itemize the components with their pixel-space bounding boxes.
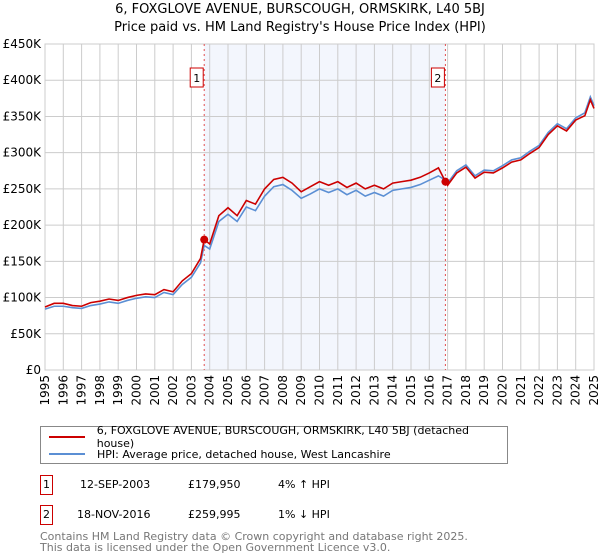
y-tick-label: £150K — [3, 254, 43, 268]
x-tick-label: 2008 — [276, 375, 290, 406]
x-tick-label: 2002 — [166, 375, 180, 406]
x-tick-label: 2001 — [148, 375, 162, 406]
x-tick-label: 2015 — [404, 375, 418, 406]
x-tick-label: 2005 — [221, 375, 235, 406]
x-tick-label: 1996 — [56, 375, 70, 406]
sale-point — [200, 235, 209, 244]
transaction-badge: 1 — [40, 475, 53, 495]
sale-label: 2 — [434, 72, 441, 85]
y-tick-label: £450K — [3, 37, 43, 51]
chart-title: 6, FOXGLOVE AVENUE, BURSCOUGH, ORMSKIRK,… — [115, 2, 485, 17]
y-tick-label: £100K — [3, 291, 43, 305]
y-tick-label: £200K — [3, 218, 43, 232]
x-tick-label: 2010 — [313, 375, 327, 406]
x-tick-label: 2014 — [386, 375, 400, 406]
y-tick-label: £0 — [26, 363, 41, 377]
legend-label: HPI: Average price, detached house, West… — [97, 447, 391, 461]
property-price-line — [44, 97, 595, 308]
legend-swatch-blue — [49, 453, 85, 455]
legend-label: 6, FOXGLOVE AVENUE, BURSCOUGH, ORMSKIRK,… — [96, 424, 470, 450]
y-tick-label: £400K — [3, 73, 43, 87]
x-tick-label: 2020 — [496, 375, 510, 406]
x-tick-label: 1997 — [75, 375, 89, 406]
transaction-date: 12-SEP-2003 — [80, 478, 151, 491]
x-tick-label: 2007 — [258, 375, 272, 406]
y-tick-label: £350K — [3, 109, 43, 123]
ownership-shade — [204, 44, 446, 370]
y-tick-label: £300K — [3, 146, 43, 160]
y-tick-label: £50K — [10, 327, 42, 341]
sale-label-box — [189, 67, 204, 88]
transaction-badge: 2 — [40, 505, 53, 525]
sale-label: 1 — [193, 72, 200, 85]
x-tick-label: 2004 — [203, 375, 217, 406]
x-tick-label: 1995 — [38, 375, 52, 406]
x-tick-label: 2012 — [349, 375, 363, 406]
sale-label-box — [430, 67, 445, 88]
x-tick-label: 2025 — [587, 375, 600, 406]
x-tick-label: 2023 — [550, 375, 564, 406]
x-tick-label: 1999 — [111, 375, 125, 406]
price-chart: £0 £50K £100K £150K £200K £250K £300K £350K £400… — [3, 37, 600, 406]
x-tick-label: 2003 — [184, 375, 198, 406]
transaction-hpi: 4% ↑ HPI — [278, 478, 330, 491]
x-tick-label: 1998 — [93, 375, 107, 406]
x-tick-label: 2013 — [367, 375, 381, 406]
legend-item-hpi: HPI: Average price, detached house, West… — [49, 446, 391, 462]
legend-swatch-red — [49, 436, 85, 438]
transaction-price: £179,950 — [188, 478, 241, 491]
plot-frame — [44, 43, 595, 371]
transaction-row: 1 12-SEP-2003 £179,950 4% ↑ HPI — [40, 475, 540, 495]
x-tick-label: 2021 — [514, 375, 528, 406]
y-tick-label: £250K — [3, 182, 43, 196]
chart-subtitle: Price paid vs. HM Land Registry's House … — [114, 20, 486, 35]
sale-point — [441, 177, 450, 186]
x-tick-label: 2009 — [294, 375, 308, 406]
transaction-date: 18-NOV-2016 — [77, 508, 151, 521]
x-tick-label: 2006 — [239, 375, 253, 406]
footer-line: Contains HM Land Registry data © Crown c… — [40, 530, 468, 543]
footer-line: This data is licensed under the Open Gov… — [40, 541, 391, 554]
transaction-hpi: 1% ↓ HPI — [278, 508, 330, 521]
x-tick-label: 2000 — [130, 375, 144, 406]
x-tick-label: 2019 — [477, 375, 491, 406]
x-tick-label: 2024 — [569, 375, 583, 406]
hpi-line — [44, 94, 595, 310]
legend: 6, FOXGLOVE AVENUE, BURSCOUGH, ORMSKIRK,… — [40, 424, 508, 464]
x-tick-label: 2018 — [459, 375, 473, 406]
transaction-price: £259,995 — [188, 508, 241, 521]
footer: Contains HM Land Registry data © Crown c… — [40, 531, 468, 553]
x-tick-label: 2011 — [331, 375, 345, 406]
x-tick-label: 2016 — [422, 375, 436, 406]
transaction-row: 2 18-NOV-2016 £259,995 1% ↓ HPI — [40, 505, 540, 525]
x-tick-label: 2017 — [441, 375, 455, 406]
x-tick-label: 2022 — [532, 375, 546, 406]
legend-item-property: 6, FOXGLOVE AVENUE, BURSCOUGH, ORMSKIRK,… — [49, 424, 507, 450]
